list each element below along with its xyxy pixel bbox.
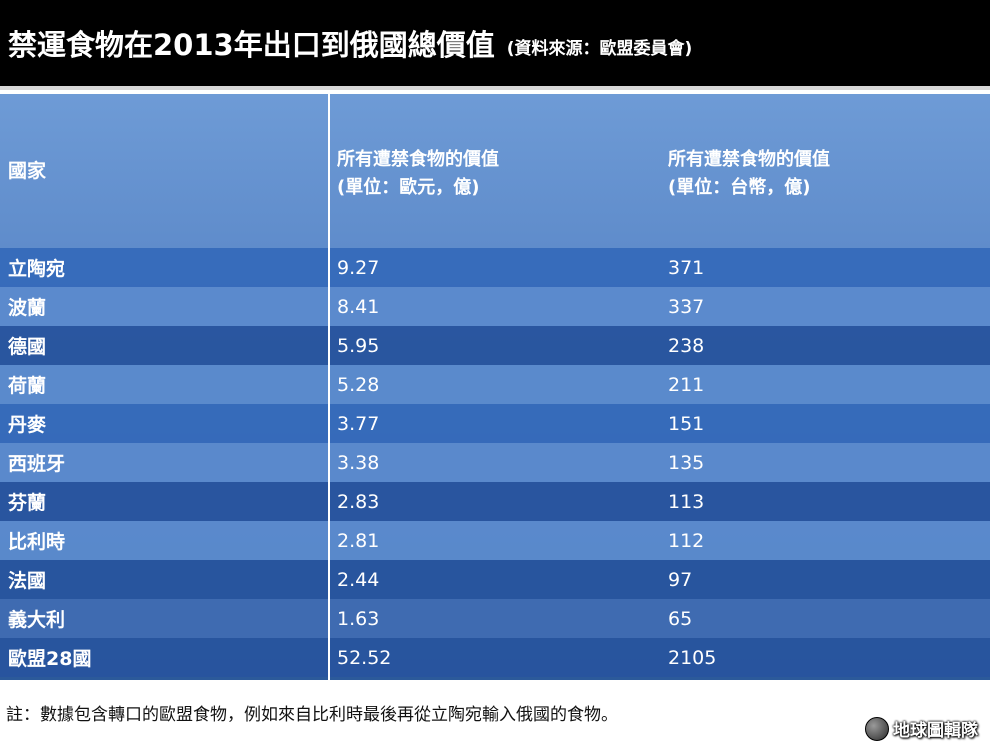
cell-eur: 52.52 <box>337 646 392 669</box>
cell-country: 義大利 <box>8 609 66 631</box>
cell-twd: 135 <box>668 451 705 474</box>
table-row: 丹麥 3.77 151 <box>0 404 990 443</box>
header-country: 國家 <box>8 160 47 182</box>
cell-country: 西班牙 <box>8 453 66 475</box>
cell-country: 歐盟28國 <box>8 648 92 670</box>
cell-country: 法國 <box>8 570 47 592</box>
cell-eur: 9.27 <box>337 256 380 279</box>
cell-eur: 3.38 <box>337 451 380 474</box>
cell-twd: 371 <box>668 256 705 279</box>
header-twd: 所有遭禁食物的價值 (單位：台幣，億) <box>668 146 830 202</box>
table-row: 義大利 1.63 65 <box>0 599 990 638</box>
table-row: 芬蘭 2.83 113 <box>0 482 990 521</box>
table-row: 法國 2.44 97 <box>0 560 990 599</box>
cell-twd: 2105 <box>668 646 717 669</box>
cell-country: 荷蘭 <box>8 375 47 397</box>
cell-twd: 113 <box>668 490 705 513</box>
cell-country: 立陶宛 <box>8 258 66 280</box>
table-row: 波蘭 8.41 337 <box>0 287 990 326</box>
cell-eur: 2.83 <box>337 490 380 513</box>
table-row: 比利時 2.81 112 <box>0 521 990 560</box>
header-eur: 所有遭禁食物的價值 (單位：歐元，億) <box>337 146 499 202</box>
header-eur-unit: (單位：歐元，億) <box>337 177 480 198</box>
table-body: 立陶宛 9.27 371 波蘭 8.41 337 德國 5.95 238 荷蘭 5.28 211 丹麥 3… <box>0 248 990 677</box>
cell-eur: 1.63 <box>337 607 380 630</box>
header-twd-title: 所有遭禁食物的價值 <box>668 149 830 170</box>
cell-eur: 2.44 <box>337 568 380 591</box>
table-row: 立陶宛 9.27 371 <box>0 248 990 287</box>
chart-title: 禁運食物在2013年出口到俄國總價值 <box>8 28 495 62</box>
table-row: 德國 5.95 238 <box>0 326 990 365</box>
source-label: (資料來源：歐盟委員會) <box>506 38 693 59</box>
column-divider <box>328 94 330 680</box>
table-row: 西班牙 3.38 135 <box>0 443 990 482</box>
cell-eur: 5.95 <box>337 334 380 357</box>
data-table: 國家 所有遭禁食物的價值 (單位：歐元，億) 所有遭禁食物的價值 (單位：台幣，… <box>0 94 990 680</box>
credit-label: 地球圖輯隊 <box>893 721 978 741</box>
header-eur-title: 所有遭禁食物的價值 <box>337 149 499 170</box>
cell-twd: 238 <box>668 334 705 357</box>
cell-eur: 8.41 <box>337 295 380 318</box>
credit-logo: 地球圖輯隊 <box>865 716 978 741</box>
cell-country: 波蘭 <box>8 297 47 319</box>
cell-country: 芬蘭 <box>8 492 47 514</box>
footnote: 註：數據包含轉口的歐盟食物，例如來自比利時最後再從立陶宛輸入俄國的食物。 <box>6 705 618 725</box>
cell-country: 比利時 <box>8 531 66 553</box>
cell-twd: 211 <box>668 373 705 396</box>
table-row: 荷蘭 5.28 211 <box>0 365 990 404</box>
cell-twd: 337 <box>668 295 705 318</box>
header-twd-unit: (單位：台幣，億) <box>668 177 811 198</box>
cell-country: 丹麥 <box>8 414 47 436</box>
table-header: 國家 所有遭禁食物的價值 (單位：歐元，億) 所有遭禁食物的價值 (單位：台幣，… <box>0 94 990 248</box>
globe-icon <box>865 716 889 741</box>
cell-twd: 97 <box>668 568 693 591</box>
cell-twd: 65 <box>668 607 693 630</box>
title-bar: 禁運食物在2013年出口到俄國總價值 (資料來源：歐盟委員會) <box>0 0 990 90</box>
cell-eur: 3.77 <box>337 412 380 435</box>
cell-twd: 151 <box>668 412 705 435</box>
cell-eur: 2.81 <box>337 529 380 552</box>
table-row: 歐盟28國 52.52 2105 <box>0 638 990 677</box>
cell-eur: 5.28 <box>337 373 380 396</box>
cell-country: 德國 <box>8 336 47 358</box>
cell-twd: 112 <box>668 529 705 552</box>
